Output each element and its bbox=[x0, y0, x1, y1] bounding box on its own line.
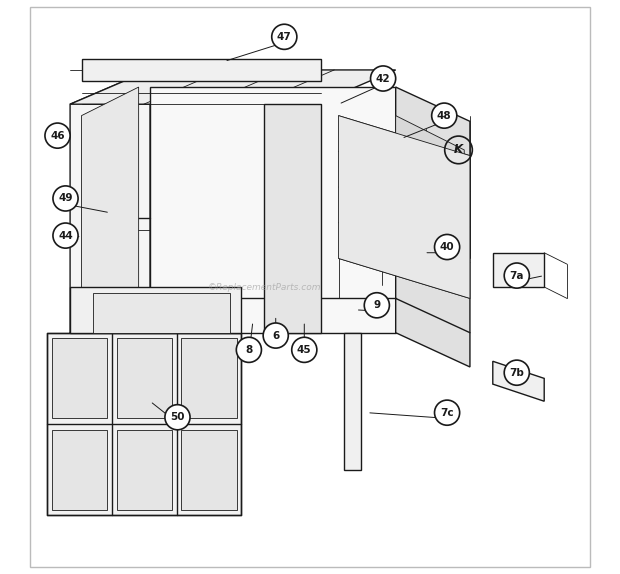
Circle shape bbox=[435, 234, 459, 259]
Polygon shape bbox=[70, 287, 241, 333]
Circle shape bbox=[504, 360, 529, 385]
Circle shape bbox=[365, 293, 389, 318]
Text: 48: 48 bbox=[437, 111, 451, 121]
Text: 45: 45 bbox=[297, 345, 312, 355]
Text: K: K bbox=[454, 144, 463, 156]
Polygon shape bbox=[47, 333, 241, 515]
Circle shape bbox=[53, 223, 78, 248]
Text: 46: 46 bbox=[50, 131, 65, 141]
Circle shape bbox=[435, 400, 459, 425]
Text: 44: 44 bbox=[58, 231, 73, 241]
Text: 49: 49 bbox=[58, 193, 73, 203]
Polygon shape bbox=[396, 115, 464, 293]
Polygon shape bbox=[117, 339, 172, 418]
Polygon shape bbox=[344, 333, 361, 470]
Circle shape bbox=[292, 338, 317, 362]
Circle shape bbox=[236, 338, 262, 362]
Text: 7a: 7a bbox=[510, 270, 524, 281]
Circle shape bbox=[504, 263, 529, 288]
Polygon shape bbox=[150, 87, 396, 333]
Polygon shape bbox=[181, 339, 237, 418]
Polygon shape bbox=[493, 361, 544, 401]
Polygon shape bbox=[117, 430, 172, 510]
Polygon shape bbox=[81, 87, 139, 321]
Polygon shape bbox=[70, 70, 396, 104]
Polygon shape bbox=[493, 253, 544, 287]
Text: 42: 42 bbox=[376, 73, 391, 83]
Polygon shape bbox=[93, 293, 230, 333]
Circle shape bbox=[263, 323, 288, 348]
Polygon shape bbox=[52, 339, 107, 418]
Text: 7b: 7b bbox=[510, 368, 525, 378]
Text: ©ReplacementParts.com: ©ReplacementParts.com bbox=[208, 282, 321, 292]
Text: 50: 50 bbox=[170, 412, 185, 422]
Circle shape bbox=[272, 24, 297, 49]
Circle shape bbox=[165, 405, 190, 430]
Text: 6: 6 bbox=[272, 331, 280, 340]
Polygon shape bbox=[396, 87, 470, 367]
Text: 8: 8 bbox=[246, 345, 252, 355]
Text: 9: 9 bbox=[373, 300, 381, 311]
Polygon shape bbox=[81, 59, 321, 82]
Polygon shape bbox=[264, 104, 321, 333]
Polygon shape bbox=[52, 430, 107, 510]
Circle shape bbox=[371, 66, 396, 91]
Polygon shape bbox=[339, 115, 470, 298]
Text: 47: 47 bbox=[277, 32, 291, 42]
Polygon shape bbox=[70, 70, 150, 333]
Text: 7c: 7c bbox=[440, 408, 454, 418]
Polygon shape bbox=[181, 430, 237, 510]
Circle shape bbox=[432, 103, 457, 128]
Circle shape bbox=[53, 186, 78, 211]
Text: 40: 40 bbox=[440, 242, 454, 252]
Circle shape bbox=[45, 123, 70, 148]
